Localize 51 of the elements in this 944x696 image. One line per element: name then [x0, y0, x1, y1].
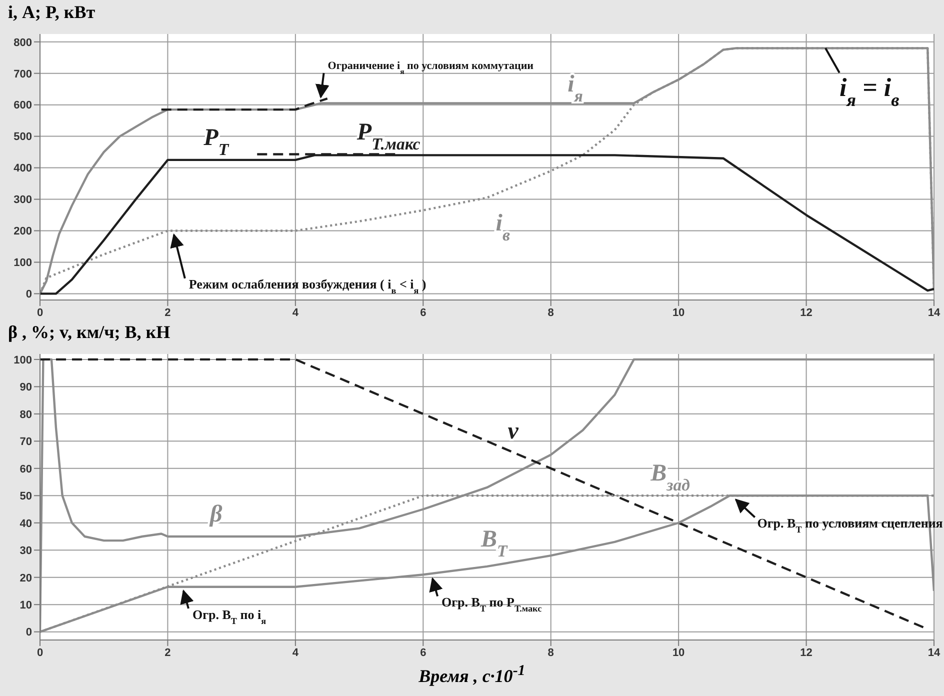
y-tick-label: 10: [20, 599, 32, 612]
y-tick-label: 600: [14, 100, 32, 112]
annotation: Ограничение i$_{я}$ по условиям коммутации: [328, 60, 534, 76]
y-tick-label: 500: [14, 131, 32, 144]
annotation: Огр. B$_{Т}$ по P$_{Т.макс}$: [442, 594, 542, 614]
y-tick-label: 400: [14, 162, 32, 175]
y-tick-label: 80: [20, 408, 32, 421]
x-tick-label: 12: [800, 306, 812, 319]
x-tick-label: 2: [164, 306, 171, 319]
series-label: β: [209, 501, 224, 528]
x-tick-label: 0: [36, 306, 44, 319]
annotation: Режим ослабления возбуждения ( i$_{в}$ < i$_{я}$ ): [188, 276, 426, 296]
x-tick-label: 14: [928, 646, 941, 659]
x-tick-label: 10: [672, 306, 685, 319]
x-tick-label: 4: [292, 306, 300, 319]
y-tick-label: 700: [14, 68, 32, 80]
x-tick-label: 8: [548, 646, 554, 659]
y-tick-label: 50: [20, 490, 32, 503]
series-label: i$_{я}$: [568, 71, 584, 105]
annotation: Огр. B$_{Т}$ по условиям сцепления: [757, 516, 943, 535]
annotation: i$_{я}$ = i$_{в}$: [839, 73, 900, 110]
x-tick-label: 6: [420, 306, 426, 319]
series-label: v: [508, 418, 519, 445]
x-tick-label: 0: [36, 646, 44, 659]
series-label: P$_{Т}$: [202, 124, 230, 158]
x-tick-label: 2: [164, 646, 171, 659]
y-tick-label: 60: [20, 463, 32, 476]
y-tick-label: 40: [20, 518, 32, 530]
y-tick-label: 20: [20, 572, 32, 584]
x-tick-label: 6: [420, 646, 426, 659]
y-tick-label: 200: [14, 226, 32, 238]
y-tick-label: 300: [14, 194, 32, 206]
y-tick-label: 800: [14, 36, 32, 49]
y-axis-title: i, А; P, кВт: [7, 1, 96, 24]
y-tick-label: 0: [26, 626, 32, 639]
x-axis-title: Время , с·10$^{-1}$: [418, 662, 526, 686]
y-tick-label: 0: [26, 288, 32, 301]
y-axis-title: β , %; v, км/ч; B, кН: [7, 321, 172, 344]
series-label: i$_{в}$: [496, 210, 510, 244]
y-tick-label: 90: [20, 382, 32, 394]
y-tick-label: 100: [14, 257, 32, 270]
y-tick-label: 70: [20, 436, 32, 448]
x-tick-label: 4: [292, 646, 300, 659]
annotation: Огр. B$_{Т}$ по i$_{я}$: [192, 606, 266, 626]
x-tick-label: 14: [928, 306, 941, 319]
x-tick-label: 8: [548, 306, 554, 319]
y-tick-label: 30: [20, 545, 32, 558]
x-tick-label: 10: [672, 646, 685, 659]
x-tick-label: 12: [800, 646, 812, 659]
y-tick-label: 100: [14, 354, 32, 366]
series-label: P$_{Т.макс}$: [356, 119, 421, 153]
